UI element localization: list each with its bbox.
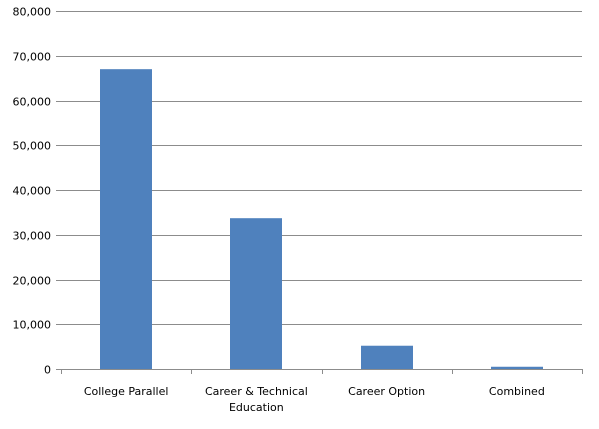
- bar-0: [100, 69, 152, 370]
- y-tick-label: 60,000: [13, 96, 52, 109]
- category-label: Combined: [489, 385, 545, 398]
- y-tick-label: 40,000: [13, 185, 52, 198]
- category-label: Career Option: [348, 385, 425, 398]
- bars: [100, 69, 543, 370]
- bar-3: [491, 366, 543, 369]
- y-tick-label: 30,000: [13, 230, 52, 243]
- bar-1: [230, 218, 282, 369]
- x-axis-category-labels: College Parallel Career & Technical Educat…: [84, 385, 545, 414]
- category-label: College Parallel: [84, 385, 169, 398]
- y-tick-label: 0: [44, 364, 51, 377]
- y-axis-tick-labels: 0 10,000 20,000 30,000 40,000 50,000 60,000 70,…: [13, 6, 52, 377]
- y-tick-label: 10,000: [13, 319, 52, 332]
- x-axis-tick-marks: [61, 369, 583, 374]
- y-tick-label: 80,000: [13, 6, 52, 19]
- bar-2: [361, 345, 413, 369]
- category-label: Career & Technical Education: [205, 385, 308, 414]
- y-tick-label: 20,000: [13, 275, 52, 288]
- y-tick-label: 50,000: [13, 140, 52, 153]
- y-tick-label: 70,000: [13, 51, 52, 64]
